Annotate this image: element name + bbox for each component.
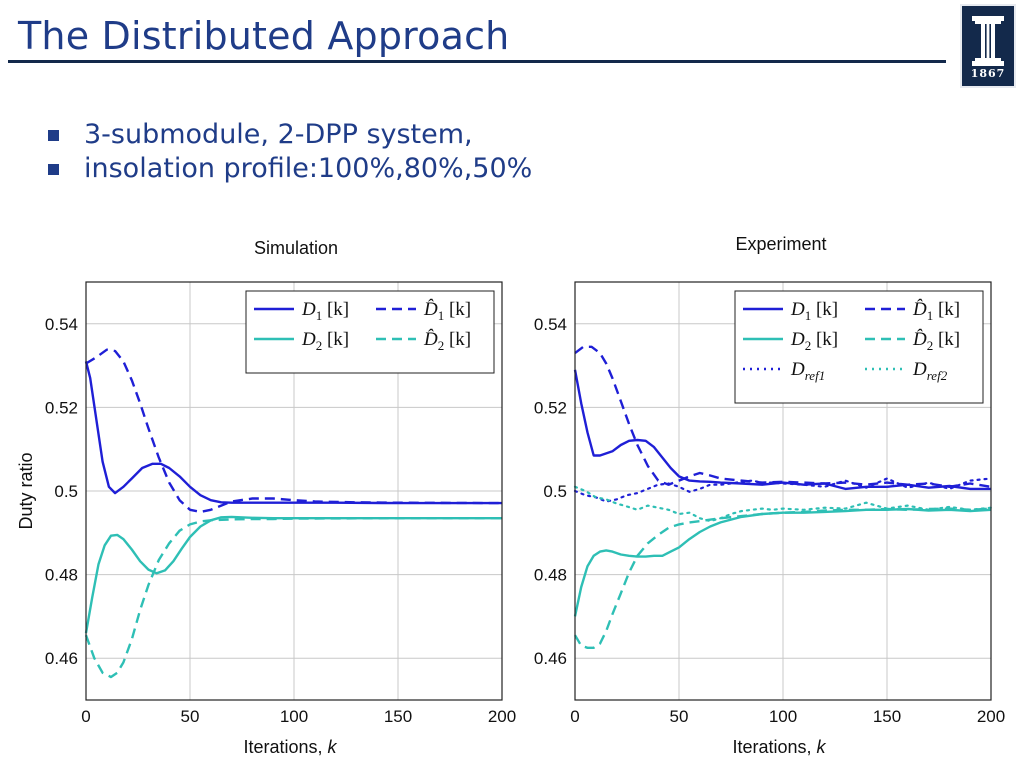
y-tick-label: 0.5 <box>54 482 78 501</box>
university-logo: 1867 <box>960 4 1016 88</box>
legend-label: Dref1 <box>790 359 825 383</box>
legend-label: D1 [k] <box>790 299 838 323</box>
x-tick-label: 150 <box>873 707 901 726</box>
chart-title: Simulation <box>254 238 338 258</box>
y-tick-label: 0.48 <box>534 566 567 585</box>
x-tick-label: 200 <box>488 707 516 726</box>
legend-label: D2 [k] <box>301 329 349 353</box>
legend: D1 [k] D̂1 [k] D2 [k] D̂2 [k] <box>245 290 495 374</box>
legend-label: D̂2 [k] <box>912 329 960 353</box>
bullet-text: insolation profile:100%,80%,50% <box>84 153 533 184</box>
x-tick-label: 50 <box>670 707 689 726</box>
legend-label: D2 [k] <box>790 329 838 353</box>
chart-experiment: 0 50 100 150 200 0.46 0.48 0.5 0.52 0.54 Experimen… <box>534 234 1005 757</box>
x-axis-label: Iterations, k <box>732 737 826 757</box>
series-line <box>84 517 502 679</box>
y-tick-label: 0.54 <box>534 315 567 334</box>
legend-label: D̂1 [k] <box>912 299 960 323</box>
square-bullet-icon <box>48 164 59 175</box>
x-tick-label: 200 <box>977 707 1005 726</box>
legend-box <box>245 290 495 374</box>
plot-frame <box>85 281 503 701</box>
x-tick-label: 50 <box>181 707 200 726</box>
legend-label: D̂2 [k] <box>423 329 471 353</box>
x-tick-label: 100 <box>280 707 308 726</box>
x-tick-label: 100 <box>769 707 797 726</box>
y-tick-label: 0.46 <box>45 649 78 668</box>
y-axis-label: Duty ratio <box>16 452 36 529</box>
bullet-text: 3-submodule, 2-DPP system, <box>84 119 473 150</box>
y-tick-label: 0.5 <box>543 482 567 501</box>
legend: D1 [k] D̂1 [k] D2 [k] D̂2 [k] Dref1 Dref2 <box>734 290 984 404</box>
column-icon <box>972 16 1004 66</box>
x-tick-label: 0 <box>81 707 90 726</box>
x-tick-label: 0 <box>570 707 579 726</box>
bullet-list: 3-submodule, 2-DPP system, insolation pr… <box>48 118 532 186</box>
series-line <box>573 369 991 491</box>
series-line <box>574 345 992 488</box>
series-line <box>573 485 993 523</box>
square-bullet-icon <box>48 130 59 141</box>
chart-simulation: 0 50 100 150 200 0.46 0.48 0.5 0.52 0.54 Simulatio… <box>16 238 516 757</box>
logo-year: 1867 <box>970 67 1006 80</box>
x-axis-label: Iterations, k <box>243 737 337 757</box>
slide-title: The Distributed Approach <box>18 14 510 58</box>
y-tick-label: 0.52 <box>534 398 567 417</box>
y-tick-label: 0.52 <box>45 398 78 417</box>
series-line <box>573 507 992 649</box>
series-line <box>573 477 993 503</box>
legend-label: Dref2 <box>912 359 948 383</box>
legend-label: D̂1 [k] <box>423 299 471 323</box>
y-tick-label: 0.54 <box>45 315 78 334</box>
bullet-item: 3-submodule, 2-DPP system, <box>48 118 532 152</box>
y-tick-label: 0.48 <box>45 566 78 585</box>
chart-title: Experiment <box>735 234 826 254</box>
series-line <box>84 361 502 505</box>
bullet-item: insolation profile:100%,80%,50% <box>48 152 532 186</box>
plot-frame <box>574 281 992 701</box>
legend-label: D1 [k] <box>301 299 349 323</box>
y-tick-label: 0.46 <box>534 649 567 668</box>
series-line <box>85 348 503 514</box>
title-rule <box>8 60 946 63</box>
x-tick-label: 150 <box>384 707 412 726</box>
